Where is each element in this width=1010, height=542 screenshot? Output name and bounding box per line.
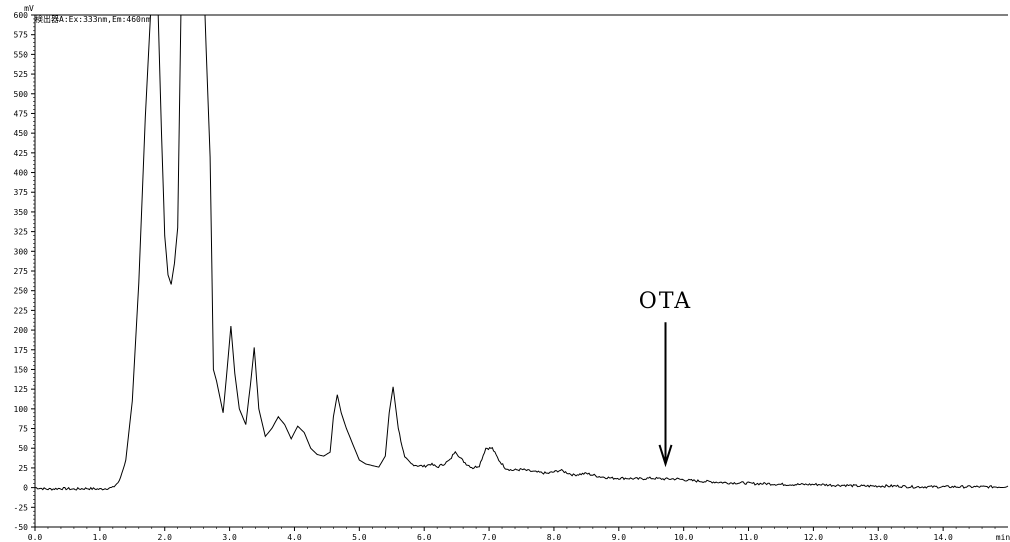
- x-tick-label: 1.0: [93, 533, 108, 542]
- y-tick-label: 325: [14, 228, 29, 237]
- y-tick-label: 350: [14, 208, 29, 217]
- y-tick-label: 500: [14, 90, 29, 99]
- y-tick-label: 475: [14, 109, 29, 118]
- y-tick-label: 0: [23, 484, 28, 493]
- y-tick-label: 400: [14, 169, 29, 178]
- x-tick-label: 9.0: [612, 533, 627, 542]
- detector-label: 検出器A:Ex:333nm,Em:460nm: [35, 14, 151, 24]
- y-tick-label: 100: [14, 405, 29, 414]
- y-tick-label: 600: [14, 11, 29, 20]
- y-tick-label: 225: [14, 306, 29, 315]
- y-tick-label: 575: [14, 31, 29, 40]
- y-tick-label: -50: [14, 523, 29, 532]
- y-tick-label: 150: [14, 365, 29, 374]
- chromatogram-trace: [35, 14, 1009, 491]
- y-unit-label: mV: [24, 4, 34, 13]
- y-axis-ticks: -50 -25 0 25 50 75 100 125 150 175 200 225 250 275 300…: [14, 11, 35, 532]
- x-tick-label: 5.0: [352, 533, 367, 542]
- x-tick-label: 10.0: [674, 533, 693, 542]
- y-tick-label: 275: [14, 267, 29, 276]
- ota-arrow-head: [658, 444, 673, 468]
- y-tick-label: 125: [14, 385, 29, 394]
- y-tick-label: 25: [18, 464, 28, 473]
- y-tick-label: 550: [14, 50, 29, 59]
- x-axis-ticks: 0.0 1.0 2.0 3.0 4.0 5.0 6.0 7.0 8.0 9.0 10.0 11.0 12…: [28, 527, 996, 542]
- x-tick-label: 3.0: [222, 533, 237, 542]
- y-tick-label: 375: [14, 188, 29, 197]
- y-tick-label: -25: [14, 503, 29, 512]
- y-tick-label: 525: [14, 70, 29, 79]
- y-tick-label: 50: [18, 444, 28, 453]
- y-tick-label: 75: [18, 425, 28, 434]
- y-tick-label: 200: [14, 326, 29, 335]
- x-tick-label: 0.0: [28, 533, 43, 542]
- x-tick-label: 8.0: [547, 533, 562, 542]
- x-tick-label: 11.0: [739, 533, 758, 542]
- x-tick-label: 13.0: [869, 533, 888, 542]
- x-tick-label: 6.0: [417, 533, 432, 542]
- x-tick-label: 12.0: [804, 533, 823, 542]
- x-tick-label: 4.0: [287, 533, 302, 542]
- axes: [34, 14, 1008, 528]
- y-tick-label: 175: [14, 346, 29, 355]
- x-tick-label: 2.0: [158, 533, 173, 542]
- x-unit-label: min: [996, 533, 1010, 542]
- y-tick-label: 250: [14, 287, 29, 296]
- y-tick-label: 425: [14, 149, 29, 158]
- ota-annotation-label: OTA: [639, 289, 692, 314]
- y-tick-label: 300: [14, 247, 29, 256]
- x-tick-label: 14.0: [934, 533, 953, 542]
- y-tick-label: 450: [14, 129, 29, 138]
- x-tick-label: 7.0: [482, 533, 497, 542]
